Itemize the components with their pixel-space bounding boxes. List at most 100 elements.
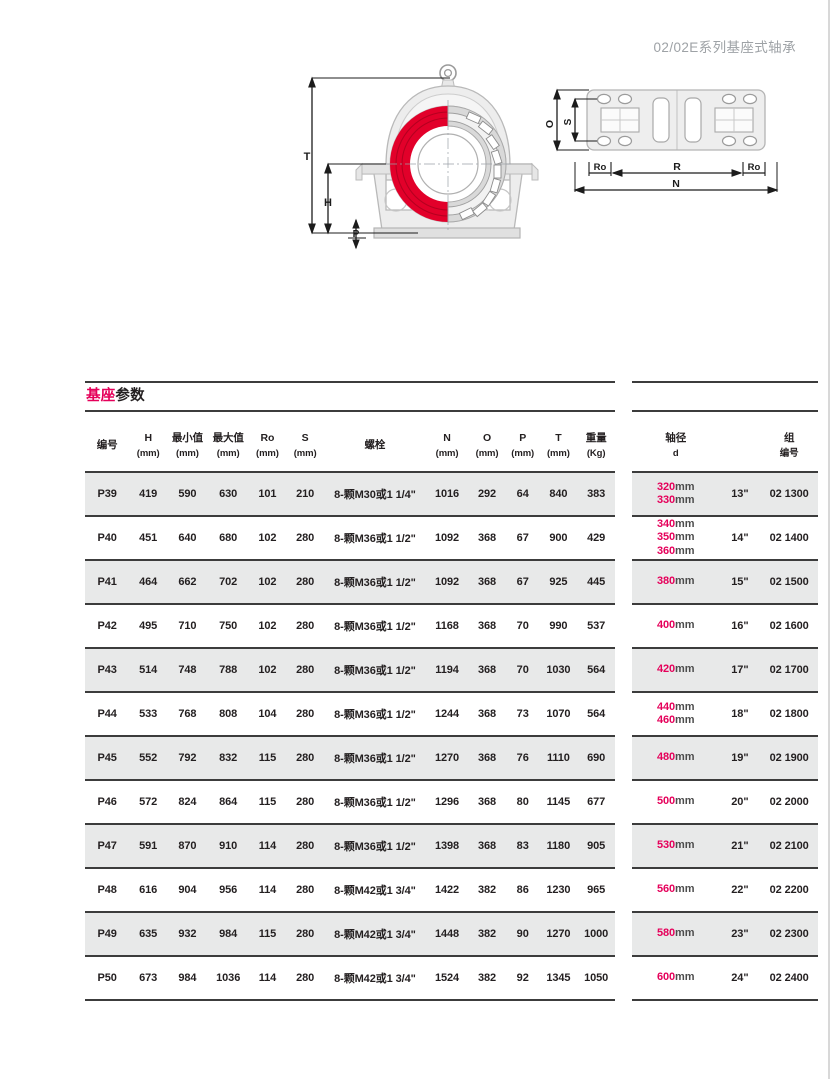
table-row: P49 635 932 984 115 280 8-颗M42或1 3/4" 1448 382 90…	[85, 912, 615, 957]
cell-t: 840	[539, 472, 578, 517]
cell-ro: 102	[248, 648, 287, 693]
table-row: P45 552 792 832 115 280 8-颗M36或1 1/2" 1270 368 76…	[85, 736, 615, 781]
cell-group-code: 02 1500	[760, 560, 818, 605]
column-header-o: O (mm)	[468, 421, 506, 473]
cell-min: 710	[167, 604, 208, 649]
cell-shaft-diameter: 580mm	[632, 912, 720, 957]
cell-ro: 102	[248, 516, 287, 561]
section-title-band-left: 基座参数	[85, 381, 615, 412]
dimension-label-S: S	[563, 118, 574, 125]
cell-n: 1092	[425, 560, 469, 605]
table-row: 340mm 350mm 360mm 14" 02 1400	[632, 516, 818, 561]
shaft-diameter-value: 500mm	[632, 795, 719, 809]
cell-shaft-diameter: 530mm	[632, 824, 720, 869]
cell-p: 92	[505, 956, 540, 1001]
cell-n: 1524	[425, 956, 469, 1001]
cell-shaft-diameter: 560mm	[632, 868, 720, 913]
cell-n: 1092	[425, 516, 469, 561]
cell-inch: 18"	[719, 692, 761, 737]
shaft-diameter-table: 轴径 d 组 编号 320mm 330mm 13" 02 1300 340mm 350mm…	[632, 421, 818, 1001]
cell-inch: 16"	[719, 604, 761, 649]
cell-group-code: 02 1900	[760, 736, 818, 781]
diameter-number: 320	[656, 480, 676, 493]
cell-ro: 102	[248, 560, 287, 605]
cell-inch: 23"	[719, 912, 761, 957]
cell-max: 910	[207, 824, 249, 869]
cell-shaft-diameter: 320mm 330mm	[632, 472, 720, 517]
dimension-S: S	[563, 97, 597, 143]
cell-o: 368	[468, 780, 506, 825]
cell-inch: 22"	[719, 868, 761, 913]
cell-weight: 564	[577, 648, 615, 693]
cell-code: P41	[85, 560, 130, 605]
cell-max: 984	[207, 912, 249, 957]
cell-max: 630	[207, 472, 249, 517]
cell-group-code: 02 1400	[760, 516, 818, 561]
section-title: 基座参数	[85, 383, 615, 410]
section-title-accent: 基座	[86, 388, 116, 404]
cell-inch: 17"	[719, 648, 761, 693]
cell-code: P46	[85, 780, 130, 825]
cell-weight: 677	[577, 780, 615, 825]
cell-bolt: 8-颗M30或1 1/4"	[323, 472, 426, 517]
diameter-number: 330	[656, 494, 676, 506]
diameter-number: 360	[656, 544, 676, 557]
cell-o: 368	[468, 736, 506, 781]
cell-s: 280	[286, 516, 324, 561]
diameter-number: 460	[656, 714, 676, 726]
cell-h: 635	[129, 912, 168, 957]
cell-shaft-diameter: 380mm	[632, 560, 720, 605]
cell-h: 533	[129, 692, 168, 737]
table-row: P43 514 748 788 102 280 8-颗M36或1 1/2" 1194 368 70…	[85, 648, 615, 693]
cell-bolt: 8-颗M42或1 3/4"	[323, 912, 426, 957]
cell-ro: 114	[248, 956, 287, 1001]
table-head-right: 轴径 d 组 编号	[632, 421, 818, 473]
dimension-Ro-left: Ro	[588, 162, 612, 176]
cell-h: 419	[129, 472, 168, 517]
cell-p: 67	[505, 560, 540, 605]
table-row: P48 616 904 956 114 280 8-颗M42或1 3/4" 1422 382 86…	[85, 868, 615, 913]
cell-max: 808	[207, 692, 249, 737]
cell-o: 368	[468, 648, 506, 693]
cell-weight: 1000	[577, 912, 615, 957]
cell-max: 702	[207, 560, 249, 605]
table-row: P46 572 824 864 115 280 8-颗M36或1 1/2" 1296 368 80…	[85, 780, 615, 825]
dimension-N: N	[573, 162, 779, 194]
cell-p: 80	[505, 780, 540, 825]
cell-t: 1110	[539, 736, 578, 781]
cell-h: 464	[129, 560, 168, 605]
column-header-inch	[719, 421, 761, 473]
cell-t: 1270	[539, 912, 578, 957]
cell-weight: 429	[577, 516, 615, 561]
diameter-number: 560	[656, 883, 676, 896]
diameter-number: 420	[656, 663, 676, 676]
diameter-unit: mm	[675, 700, 695, 713]
column-unit: (mm)	[256, 448, 279, 459]
table-row: P40 451 640 680 102 280 8-颗M36或1 1/2" 1092 368 67…	[85, 516, 615, 561]
column-label: 编号	[96, 438, 118, 451]
table-header-row: 编号 H (mm) 最小值 (mm) 最大值 (mm) Ro (mm)	[85, 421, 615, 473]
cell-bolt: 8-颗M36或1 1/2"	[323, 824, 426, 869]
cell-h: 514	[129, 648, 168, 693]
cell-inch: 24"	[719, 956, 761, 1001]
cell-group-code: 02 1700	[760, 648, 818, 693]
column-unit: (mm)	[546, 448, 570, 459]
cell-s: 280	[286, 560, 324, 605]
cell-h: 591	[129, 824, 168, 869]
diameter-unit: mm	[675, 927, 695, 940]
cell-code: P47	[85, 824, 130, 869]
diameter-number: 400	[656, 619, 676, 632]
dimension-label-T: T	[304, 151, 311, 163]
column-unit: 编号	[779, 448, 799, 459]
column-header-shaft-diameter: 轴径 d	[632, 421, 720, 473]
cell-bolt: 8-颗M36或1 1/2"	[323, 736, 426, 781]
cell-t: 990	[539, 604, 578, 649]
diameter-number: 600	[656, 971, 676, 984]
cell-shaft-diameter: 440mm 460mm	[632, 692, 720, 737]
diameter-unit: mm	[675, 883, 695, 896]
cell-t: 1230	[539, 868, 578, 913]
diameter-unit: mm	[675, 619, 695, 632]
diameter-unit: mm	[675, 971, 695, 984]
figure-area: T H P	[0, 56, 830, 266]
shaft-diameter-table-wrapper: 轴径 d 组 编号 320mm 330mm 13" 02 1300 340mm 350mm…	[632, 421, 818, 1001]
